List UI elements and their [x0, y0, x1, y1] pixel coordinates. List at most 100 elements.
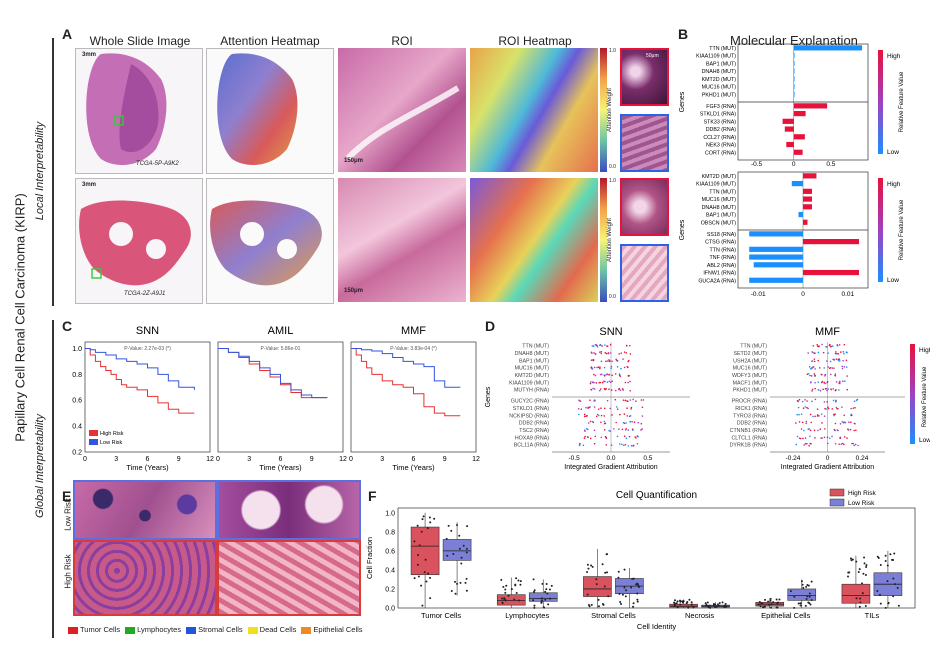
data-point — [808, 592, 811, 595]
attribution-point — [806, 406, 808, 409]
legend-label-2: Stromal Cells — [198, 625, 243, 634]
km-frame — [217, 341, 344, 453]
attribution-point — [814, 352, 816, 354]
gene-label: TTN (MUT) — [522, 344, 549, 350]
data-point — [623, 586, 626, 589]
attribution-point — [619, 413, 621, 416]
attribution-point — [841, 367, 844, 370]
data-point — [857, 570, 860, 573]
data-point — [757, 603, 760, 606]
gene-label: DDB2 (RNA) — [519, 421, 550, 427]
attribution-point — [630, 408, 632, 410]
gene-label: DNAH8 (MUT) — [702, 69, 737, 75]
attribution-point — [600, 350, 603, 353]
attribution-point — [632, 398, 634, 401]
roi-image-1: 150μm — [338, 48, 466, 172]
attribution-point — [839, 422, 842, 425]
box-high — [496, 594, 526, 606]
attribution-point — [591, 352, 593, 354]
x-axis-label: Time (Years) — [392, 463, 435, 472]
gene-label: CTSG (RNA) — [705, 240, 736, 246]
attribution-point — [854, 406, 856, 409]
data-point — [424, 558, 427, 561]
attribution-point — [599, 344, 601, 347]
data-point — [807, 584, 810, 587]
attribution-bar — [784, 126, 794, 132]
km-title: SNN — [136, 325, 159, 337]
attribution-point — [609, 407, 612, 410]
attribution-point — [805, 420, 808, 423]
attribution-point — [579, 442, 581, 445]
attribution-point — [813, 429, 816, 432]
attribution-point — [832, 358, 834, 361]
data-point — [723, 604, 726, 607]
attribution-point — [812, 366, 815, 368]
data-point — [624, 595, 627, 598]
attribution-point — [616, 435, 619, 438]
attribution-point — [635, 400, 637, 402]
x-axis-label: Integrated Gradient Attribution — [781, 464, 874, 471]
box-high — [583, 576, 612, 597]
x-tick-label: 0 — [826, 455, 830, 462]
km-curve-low — [85, 347, 195, 390]
data-point — [533, 606, 536, 609]
attribution-point — [833, 428, 836, 431]
gene-label: NCKIPSD (RNA) — [509, 413, 549, 419]
attribution-point — [854, 422, 856, 425]
data-point — [548, 588, 551, 591]
legend-label-3: Dead Cells — [259, 625, 297, 634]
x-tick-label: 3 — [114, 456, 118, 463]
data-point — [464, 581, 467, 584]
attribution-point — [831, 408, 834, 410]
gene-label: SS18 (RNA) — [707, 232, 736, 238]
data-point — [637, 584, 640, 587]
attribution-point — [587, 422, 590, 424]
gene-label: HOXA9 (RNA) — [515, 435, 549, 441]
x-tick-label: 0 — [792, 161, 796, 168]
attribution-point — [592, 345, 595, 347]
data-point — [687, 606, 690, 609]
local-interpretability-label: Local Interpretability — [34, 121, 46, 221]
attribution-point — [800, 428, 803, 430]
x-tick-label: 0 — [801, 291, 805, 298]
attribution-point — [837, 353, 840, 355]
feature-value-colorbar — [910, 344, 915, 444]
gene-label: KMT2D (MUT) — [515, 373, 550, 379]
attribution-point — [817, 351, 820, 354]
attribution-point — [814, 415, 816, 418]
data-point — [465, 547, 468, 550]
data-point — [631, 577, 634, 580]
data-point — [586, 570, 589, 573]
x-tick-label: 0.5 — [643, 455, 652, 462]
attribution-point — [616, 360, 619, 362]
attribution-point — [594, 435, 597, 438]
data-point — [466, 525, 469, 528]
data-point — [515, 577, 518, 580]
attribution-point — [834, 422, 837, 425]
attribution-point — [825, 408, 827, 410]
data-point — [545, 583, 548, 586]
x-tick-label: 0.5 — [826, 161, 835, 168]
attribution-point — [593, 429, 596, 432]
high-risk-label: High Risk — [63, 554, 73, 589]
data-point — [421, 518, 424, 521]
attribution-point — [618, 428, 620, 430]
attribution-point — [831, 435, 833, 438]
attribution-point — [599, 388, 602, 390]
data-point — [863, 562, 866, 565]
attribution-bar — [803, 173, 817, 179]
y-tick-label: 1.0 — [72, 346, 82, 353]
data-point — [503, 598, 506, 601]
colorbar-2-bottom: 0.0 — [609, 294, 616, 300]
data-point — [681, 601, 684, 604]
data-point — [632, 577, 635, 580]
attribution-bar — [753, 262, 803, 268]
roi-scale-1: 150μm — [344, 158, 364, 164]
attribution-point — [628, 344, 631, 347]
attribution-point — [838, 389, 840, 391]
km-curve-high — [85, 347, 195, 414]
data-point — [518, 599, 521, 602]
attribution-point — [841, 442, 844, 445]
attribution-point — [797, 399, 799, 402]
attribution-point — [805, 422, 807, 425]
